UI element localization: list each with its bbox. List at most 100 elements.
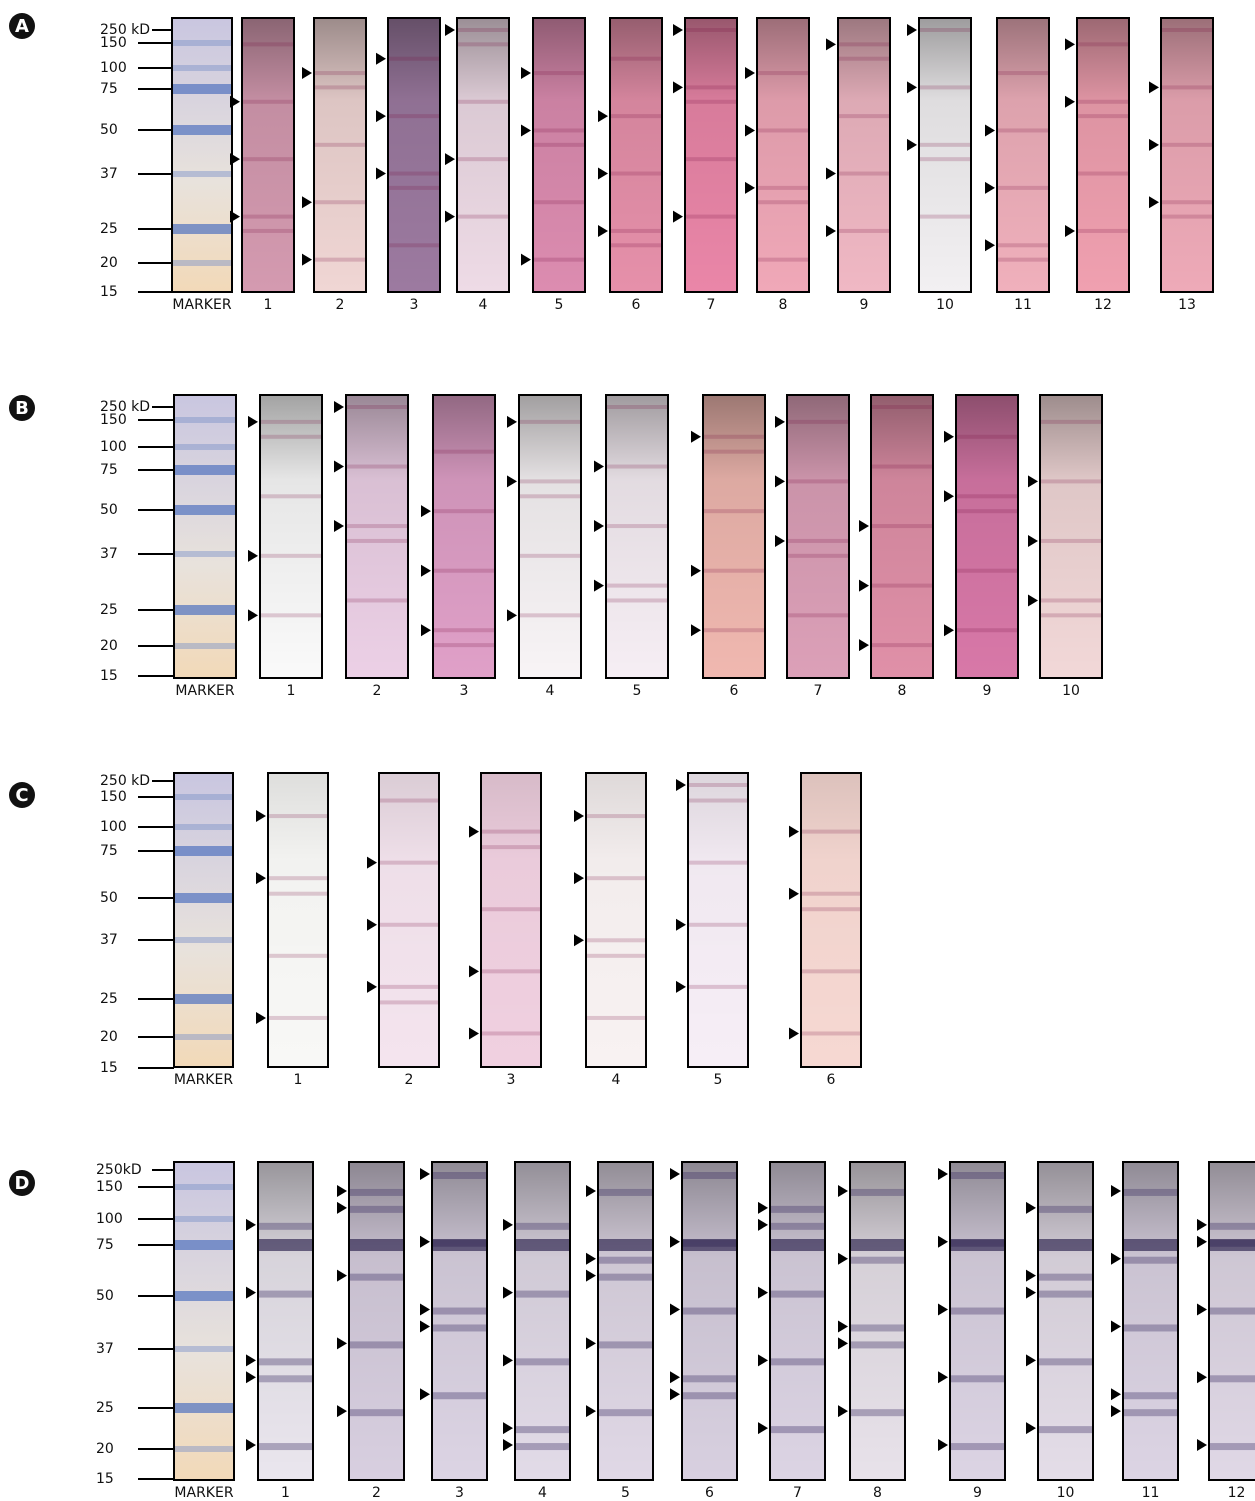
protein-band <box>683 1239 736 1251</box>
protein-band <box>534 200 584 204</box>
marker-label: 50 <box>100 890 118 906</box>
band-arrow <box>521 254 531 266</box>
band-arrow <box>376 53 386 65</box>
lane-shade <box>519 395 581 678</box>
protein-band <box>261 613 321 617</box>
band-arrow <box>758 1422 768 1434</box>
band-arrow <box>670 1388 680 1400</box>
band-arrow <box>420 1320 430 1332</box>
band-arrow <box>1197 1304 1207 1316</box>
protein-band <box>920 28 970 32</box>
protein-band <box>587 954 645 958</box>
protein-band <box>520 420 580 424</box>
protein-band <box>1162 215 1212 219</box>
lane-shade <box>432 1162 487 1480</box>
band-arrow <box>302 67 312 79</box>
marker-label: 20 <box>96 1441 114 1457</box>
lane-label: 2 <box>405 1072 414 1088</box>
band-arrow <box>1149 81 1159 93</box>
protein-band <box>1039 1426 1092 1433</box>
lane-label: 9 <box>983 683 992 699</box>
band-arrow <box>334 520 344 532</box>
band-arrow <box>1149 196 1159 208</box>
band-arrow <box>670 1371 680 1383</box>
protein-band <box>951 1172 1004 1179</box>
lane-label: 2 <box>336 297 345 313</box>
band-arrow <box>302 254 312 266</box>
band-arrow <box>337 1337 347 1349</box>
marker-label: 15 <box>96 1471 114 1487</box>
protein-band <box>998 186 1048 190</box>
lane-shade <box>346 395 408 678</box>
protein-band <box>520 479 580 483</box>
protein-band <box>689 799 747 803</box>
protein-band <box>347 465 407 469</box>
marker-label: 150 <box>100 789 127 805</box>
band-arrow <box>775 475 785 487</box>
protein-band <box>1041 539 1101 543</box>
protein-band <box>434 509 494 513</box>
protein-band <box>1041 613 1101 617</box>
marker-band <box>173 65 231 71</box>
protein-band <box>872 643 932 647</box>
lane-shade <box>688 773 748 1067</box>
protein-band <box>350 1189 403 1196</box>
lane-label: 10 <box>1057 1485 1075 1497</box>
band-arrow <box>826 38 836 50</box>
band-arrow <box>586 1253 596 1265</box>
band-arrow <box>246 1439 256 1451</box>
band-arrow <box>676 779 686 791</box>
protein-band <box>599 1257 652 1264</box>
protein-band <box>315 71 365 75</box>
lane-label: 12 <box>1228 1485 1246 1497</box>
marker-band <box>175 1346 233 1352</box>
lane-label: 1 <box>281 1485 290 1497</box>
protein-band <box>350 1206 403 1213</box>
band-arrow <box>838 1253 848 1265</box>
band-arrow <box>944 431 954 443</box>
band-arrow <box>676 981 686 993</box>
lane-shade <box>1077 18 1129 292</box>
protein-band <box>261 420 321 424</box>
lane-label: 4 <box>538 1485 547 1497</box>
band-arrow <box>670 1168 680 1180</box>
protein-band <box>1041 598 1101 602</box>
band-arrow <box>574 810 584 822</box>
band-arrow <box>302 196 312 208</box>
band-arrow <box>574 934 584 946</box>
lane-shade <box>314 18 366 292</box>
lane-label: 7 <box>793 1485 802 1497</box>
band-arrow <box>1028 475 1038 487</box>
marker-lane <box>174 395 236 678</box>
lane-label: 5 <box>621 1485 630 1497</box>
protein-band <box>1162 28 1212 32</box>
protein-band <box>704 628 764 632</box>
protein-band <box>920 215 970 219</box>
band-arrow <box>985 182 995 194</box>
lane-label: 5 <box>714 1072 723 1088</box>
marker-band <box>173 224 231 234</box>
protein-band <box>704 569 764 573</box>
protein-band <box>802 969 860 973</box>
marker-label: 100 <box>100 60 127 76</box>
band-arrow <box>230 211 240 223</box>
band-arrow <box>1065 96 1075 108</box>
band-arrow <box>838 1185 848 1197</box>
marker-lane-label: MARKER <box>175 683 234 699</box>
band-arrow <box>256 1012 266 1024</box>
band-arrow <box>673 24 683 36</box>
band-arrow <box>574 872 584 884</box>
protein-band <box>350 1274 403 1281</box>
protein-band <box>433 1392 486 1399</box>
band-arrow <box>745 182 755 194</box>
band-arrow <box>745 124 755 136</box>
protein-band <box>788 539 848 543</box>
protein-band <box>957 628 1017 632</box>
protein-band <box>520 613 580 617</box>
protein-band <box>689 985 747 989</box>
lane-label: 8 <box>779 297 788 313</box>
protein-band <box>1041 420 1101 424</box>
protein-band <box>686 215 736 219</box>
lane-shade <box>787 395 849 678</box>
lane-label: 5 <box>555 297 564 313</box>
